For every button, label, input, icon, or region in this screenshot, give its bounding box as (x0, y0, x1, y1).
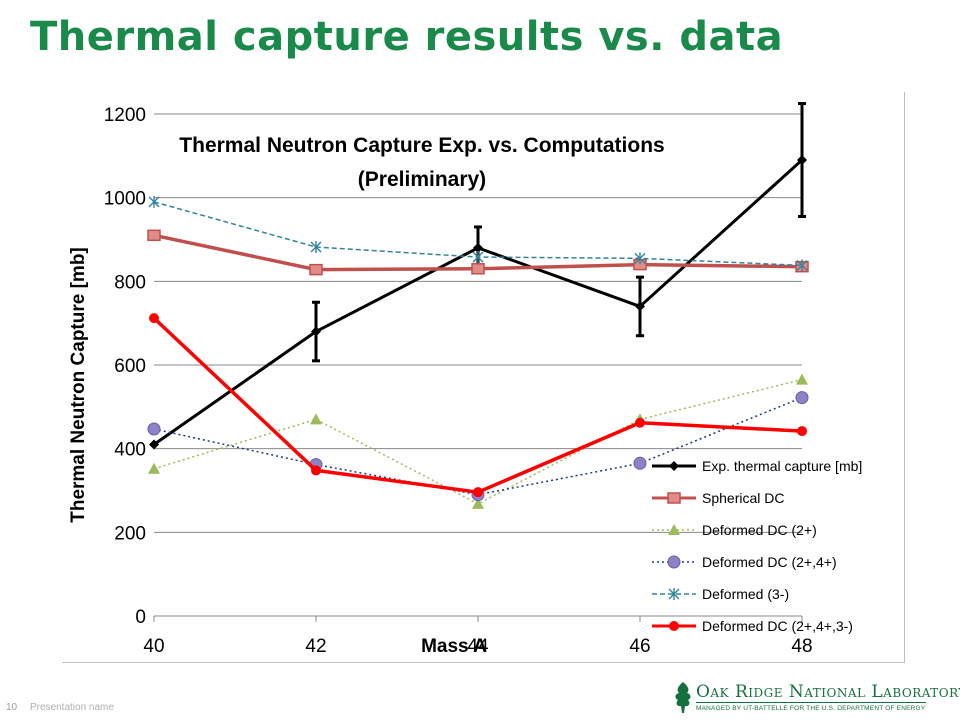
legend-marker (668, 588, 680, 600)
data-point (310, 241, 322, 254)
chart-title: Thermal Neutron Capture Exp. vs. Computa… (179, 134, 664, 157)
page-number: 10 (6, 702, 18, 713)
data-point (795, 391, 809, 405)
legend-entry: Deformed (3-) (702, 586, 789, 602)
y-tick-label: 1000 (104, 189, 146, 210)
x-tick-label: 42 (305, 636, 326, 657)
legend-entry: Spherical DC (702, 490, 784, 506)
data-point (472, 251, 484, 264)
data-point (149, 439, 159, 450)
data-point (796, 373, 808, 385)
legend-entry: Exp. thermal capture [mb] (702, 458, 862, 474)
data-point (148, 462, 160, 474)
x-tick-label: 46 (629, 636, 650, 657)
legend-marker (667, 555, 681, 569)
data-point (797, 155, 807, 166)
logo-subtitle: MANAGED BY UT-BATTELLE FOR THE U.S. DEPA… (696, 705, 926, 712)
logo-name: Oak Ridge National Laboratory (696, 682, 960, 702)
y-tick-label: 400 (114, 440, 146, 461)
y-tick-label: 1200 (104, 105, 146, 126)
data-point (311, 326, 321, 337)
presentation-name: Presentation name (30, 702, 114, 713)
data-point (472, 497, 484, 509)
data-point (311, 465, 321, 476)
series-line (153, 396, 803, 496)
x-tick-label: 44 (467, 636, 489, 657)
data-point (473, 487, 483, 498)
data-point (473, 242, 483, 253)
x-axis-title: Mass A (421, 636, 487, 657)
data-point (796, 259, 808, 272)
legend-marker (669, 621, 679, 631)
y-tick-label: 200 (114, 523, 146, 544)
data-point (797, 426, 807, 437)
data-point (148, 195, 160, 208)
legend-marker (669, 461, 679, 471)
x-tick-label: 48 (791, 636, 812, 657)
capture-chart: 0 200 400 600 800 1000 1200 40 42 44 46 48 Mass A The… (68, 102, 862, 657)
data-point (633, 456, 647, 470)
data-point (635, 301, 645, 312)
data-point (471, 263, 485, 275)
series-line (153, 378, 803, 505)
data-point (635, 417, 645, 428)
data-point (147, 422, 161, 436)
x-tick-label: 40 (143, 636, 164, 657)
legend-marker (668, 524, 680, 535)
data-point (149, 313, 159, 324)
y-tick-label: 600 (114, 356, 146, 377)
ornl-logo: Oak Ridge National Laboratory MANAGED BY… (672, 680, 960, 716)
data-point (309, 263, 323, 276)
legend-entry: Deformed DC (2+,4+,3-) (702, 618, 853, 634)
logo-rule (696, 702, 926, 703)
y-tick-label: 800 (114, 272, 146, 293)
legend-entry: Deformed DC (2+) (702, 522, 817, 538)
legend-marker (667, 492, 681, 504)
data-point (147, 229, 161, 242)
data-point (634, 252, 646, 265)
oak-leaf-icon (675, 682, 691, 713)
y-axis-title: Thermal Neutron Capture [mb] (68, 247, 89, 523)
slide-title: Thermal capture results vs. data (30, 14, 784, 60)
chart-subtitle: (Preliminary) (358, 168, 486, 191)
data-point (310, 413, 322, 425)
chart-frame: 0 200 400 600 800 1000 1200 40 42 44 46 48 Mass A The… (62, 92, 905, 663)
y-tick-label: 0 (135, 607, 146, 628)
legend-entry: Deformed DC (2+,4+) (702, 554, 837, 570)
series-line (153, 158, 804, 446)
